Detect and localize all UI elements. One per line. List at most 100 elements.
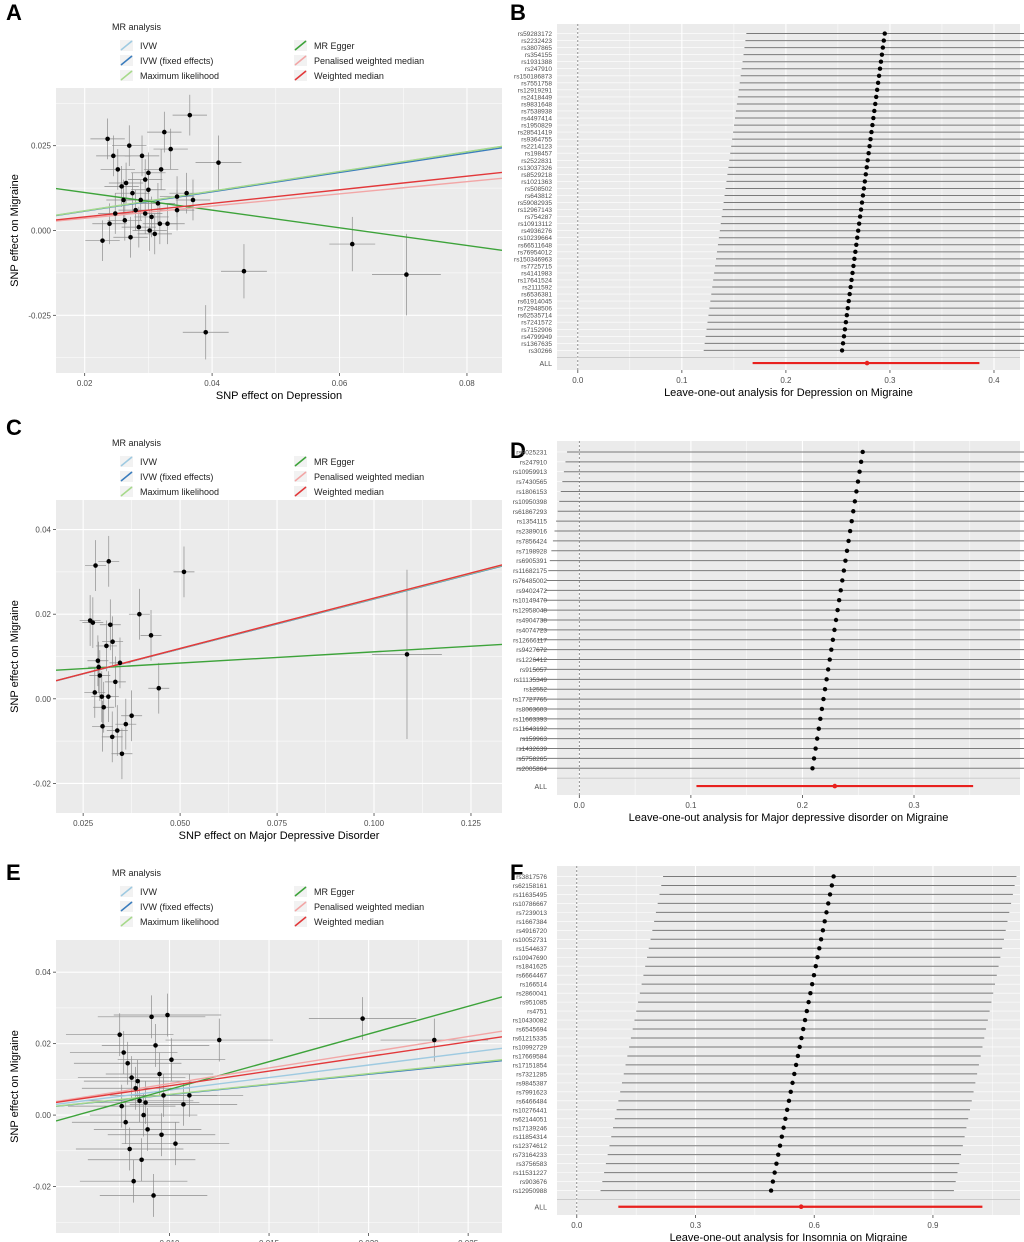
- snp-point: [349, 241, 355, 247]
- snp-point: [169, 1057, 174, 1063]
- snp-estimate-point: [842, 327, 848, 332]
- x-tick-label: 0.100: [364, 819, 385, 828]
- snp-point: [125, 1060, 130, 1066]
- snp-label: rs30266: [529, 348, 553, 355]
- snp-label: rs66511648: [518, 242, 552, 249]
- snp-label: rs1021363: [521, 179, 552, 186]
- snp-point: [130, 190, 135, 196]
- snp-estimate-point: [779, 1134, 785, 1139]
- snp-estimate-point: [860, 193, 866, 198]
- snp-label: rs10430082: [513, 1018, 548, 1025]
- snp-estimate-point: [770, 1179, 776, 1184]
- legend-item-label: IVW (fixed effects): [140, 56, 213, 66]
- snp-point: [139, 1157, 144, 1163]
- snp-point: [123, 721, 129, 727]
- legend-item-label: Maximum likelihood: [140, 917, 219, 927]
- snp-estimate-point: [830, 637, 836, 642]
- x-tick-label: 0.0: [571, 1221, 583, 1230]
- snp-point: [113, 679, 118, 685]
- panel-label-F: F: [510, 860, 523, 885]
- snp-label: rs13037326: [518, 165, 553, 172]
- regression-line: [56, 1059, 502, 1107]
- snp-label: rs6536381: [521, 292, 552, 299]
- snp-label: rs12958048: [513, 608, 548, 615]
- snp-estimate-point: [881, 38, 886, 43]
- snp-estimate-point: [829, 883, 835, 888]
- snp-estimate-point: [825, 667, 831, 672]
- snp-label: rs247910: [525, 66, 552, 73]
- snp-estimate-point: [832, 627, 837, 633]
- plot-background: [557, 866, 1020, 1215]
- snp-estimate-point: [860, 449, 865, 455]
- y-tick-label: 0.000: [31, 227, 52, 236]
- snp-label: rs7538938: [521, 108, 552, 115]
- legend-key-line: [294, 486, 307, 497]
- all-label: ALL: [540, 361, 553, 368]
- snp-point: [96, 664, 101, 670]
- snp-estimate-point: [844, 312, 850, 318]
- snp-point: [162, 129, 167, 135]
- snp-label: rs11531227: [513, 1170, 547, 1177]
- snp-label: rs4497414: [521, 116, 552, 123]
- snp-point: [137, 1098, 142, 1104]
- legend-item-label: MR Egger: [314, 887, 355, 897]
- all-estimate-point: [864, 360, 870, 366]
- snp-point: [173, 1141, 178, 1146]
- snp-label: rs10149470: [513, 598, 548, 605]
- snp-point: [152, 231, 158, 237]
- snp-point: [119, 184, 124, 189]
- snp-estimate-point: [811, 972, 817, 978]
- snp-estimate-point: [863, 172, 868, 177]
- snp-point: [404, 652, 410, 657]
- snp-estimate-point: [874, 87, 880, 93]
- snp-estimate-point: [806, 999, 811, 1005]
- snp-point: [432, 1037, 437, 1043]
- snp-label: rs11663393: [513, 716, 547, 723]
- snp-label: rs2418449: [521, 94, 552, 101]
- x-axis-title: Leave-one-out analysis for Insomnia on M…: [670, 1232, 908, 1242]
- legend-item-label: Penalised weighted median: [314, 902, 424, 912]
- snp-label: rs17669584: [513, 1053, 548, 1060]
- all-estimate-point: [798, 1204, 804, 1210]
- snp-label: rs4074723: [516, 627, 547, 634]
- legend-key-line: [120, 456, 133, 467]
- legend-item-label: Weighted median: [314, 917, 384, 927]
- snp-point: [107, 221, 112, 227]
- snp-label: rs9402472: [516, 588, 547, 595]
- snp-estimate-point: [877, 66, 883, 71]
- snp-label: rs61215335: [513, 1036, 548, 1043]
- snp-label: rs643812: [525, 193, 552, 200]
- snp-estimate-point: [813, 964, 818, 969]
- legend-item-label: Weighted median: [314, 487, 384, 497]
- snp-estimate-point: [826, 901, 831, 906]
- snp-estimate-point: [784, 1107, 790, 1113]
- snp-label: rs11854314: [513, 1134, 547, 1141]
- snp-label: rs1432639: [516, 746, 547, 753]
- x-tick-label: 0.02: [77, 379, 93, 388]
- snp-point: [129, 713, 134, 719]
- snp-label: rs198457: [525, 151, 552, 158]
- snp-estimate-point: [836, 598, 842, 603]
- snp-estimate-point: [854, 489, 859, 494]
- snp-estimate-point: [859, 200, 865, 205]
- snp-label: rs3807865: [521, 45, 552, 52]
- snp-point: [165, 1012, 170, 1018]
- snp-point: [127, 1146, 132, 1152]
- snp-label: rs11682175: [513, 568, 547, 575]
- snp-estimate-point: [833, 617, 839, 623]
- snp-point: [138, 197, 144, 203]
- snp-label: rs73164233: [513, 1152, 548, 1159]
- snp-point: [216, 1037, 222, 1043]
- snp-label: rs10276441: [513, 1107, 548, 1114]
- x-axis-title: SNP effect on Depression: [216, 390, 342, 402]
- y-axis-title: SNP effect on Migraine: [9, 1030, 21, 1143]
- snp-estimate-point: [847, 291, 852, 297]
- snp-estimate-point: [876, 73, 882, 78]
- snp-estimate-point: [853, 249, 858, 255]
- snp-label: rs12374612: [513, 1143, 548, 1150]
- snp-point: [174, 194, 180, 199]
- legend-title: MR analysis: [112, 438, 162, 448]
- regression-line: [56, 145, 502, 216]
- legend-key-line: [294, 70, 307, 81]
